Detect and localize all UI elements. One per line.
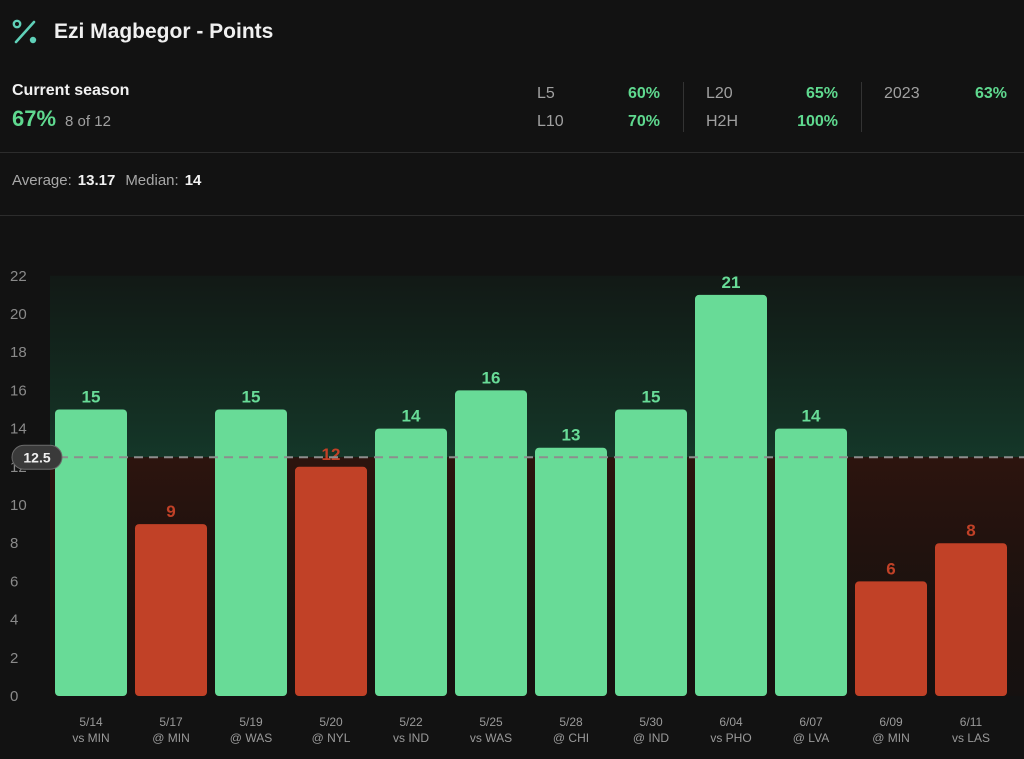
bar-5/22[interactable] bbox=[375, 428, 447, 696]
bar-5/28[interactable] bbox=[535, 447, 607, 696]
data-label: 13 bbox=[562, 426, 581, 445]
x-tick-opponent: @ IND bbox=[633, 731, 670, 745]
bar-5/25[interactable] bbox=[455, 390, 527, 696]
bar-6/07[interactable] bbox=[775, 428, 847, 696]
divider bbox=[0, 215, 1024, 216]
percent-icon bbox=[12, 19, 37, 44]
x-tick-date: 5/20 bbox=[319, 715, 343, 729]
data-label: 15 bbox=[242, 388, 261, 407]
season-count: 8 of 12 bbox=[65, 113, 111, 130]
y-tick-label: 16 bbox=[10, 382, 27, 399]
x-tick-date: 6/11 bbox=[960, 715, 983, 729]
over-zone bbox=[50, 275, 1024, 458]
x-tick-date: 6/04 bbox=[719, 715, 743, 729]
divider bbox=[0, 152, 1024, 153]
page-title: Ezi Magbegor - Points bbox=[54, 20, 274, 43]
y-tick-label: 6 bbox=[10, 573, 18, 590]
bar-6/04[interactable] bbox=[695, 294, 767, 696]
x-tick-date: 5/17 bbox=[159, 715, 183, 729]
x-tick-opponent: vs LAS bbox=[952, 731, 990, 745]
average-label: Average: bbox=[12, 172, 72, 189]
season-label: Current season bbox=[12, 82, 130, 99]
data-label: 15 bbox=[82, 388, 101, 407]
stat-value: 60% bbox=[627, 85, 660, 102]
median-label: Median: bbox=[125, 172, 179, 189]
data-label: 21 bbox=[722, 273, 741, 292]
x-tick-opponent: vs IND bbox=[393, 731, 429, 745]
data-label: 14 bbox=[402, 407, 421, 426]
data-label: 15 bbox=[642, 388, 661, 407]
x-tick-date: 5/25 bbox=[479, 715, 503, 729]
season-pct: 67% bbox=[12, 106, 57, 131]
header: Ezi Magbegor - Points bbox=[12, 14, 273, 50]
x-tick-date: 5/22 bbox=[399, 715, 423, 729]
stat-l10: L10 70% bbox=[537, 110, 660, 134]
x-tick-date: 5/19 bbox=[239, 715, 263, 729]
y-tick-label: 4 bbox=[10, 612, 18, 629]
threshold-label: 12.5 bbox=[23, 449, 50, 465]
bar-5/20[interactable] bbox=[295, 466, 367, 696]
y-tick-label: 10 bbox=[10, 497, 27, 514]
bar-6/09[interactable] bbox=[855, 581, 927, 696]
y-tick-label: 20 bbox=[10, 306, 27, 323]
stat-value: 63% bbox=[974, 85, 1007, 102]
stat-l20: L20 65% bbox=[706, 82, 838, 106]
bar-5/19[interactable] bbox=[215, 409, 287, 697]
x-tick-opponent: vs WAS bbox=[470, 731, 512, 745]
bar-5/30[interactable] bbox=[615, 409, 687, 697]
x-tick-opponent: @ WAS bbox=[230, 731, 272, 745]
stat-l5: L5 60% bbox=[537, 82, 660, 106]
x-tick-opponent: @ NYL bbox=[312, 731, 351, 745]
stat-value: 100% bbox=[797, 113, 838, 130]
x-tick-opponent: @ CHI bbox=[553, 731, 589, 745]
x-tick-opponent: @ LVA bbox=[793, 731, 829, 745]
x-tick-date: 5/14 bbox=[79, 715, 103, 729]
data-label: 12 bbox=[322, 445, 341, 464]
y-tick-label: 18 bbox=[10, 344, 27, 361]
threshold-badge[interactable] bbox=[11, 444, 63, 470]
bar-5/17[interactable] bbox=[135, 524, 207, 696]
bar-6/11[interactable] bbox=[935, 543, 1007, 696]
stats-divider bbox=[861, 82, 862, 132]
data-label: 16 bbox=[482, 368, 501, 387]
x-tick-opponent: @ MIN bbox=[872, 731, 910, 745]
x-tick-opponent: vs PHO bbox=[710, 731, 751, 745]
data-label: 8 bbox=[966, 521, 975, 540]
average-value: 13.17 bbox=[77, 172, 116, 189]
summary-stats: Average: 13.17 Median: 14 bbox=[12, 172, 211, 189]
data-label: 9 bbox=[166, 502, 175, 521]
stat-h2h: H2H 100% bbox=[706, 110, 838, 134]
data-label: 6 bbox=[886, 559, 895, 578]
x-tick-opponent: @ MIN bbox=[152, 731, 190, 745]
stat-value: 65% bbox=[805, 85, 838, 102]
stat-key: 2023 bbox=[884, 85, 920, 102]
x-tick-date: 5/28 bbox=[559, 715, 583, 729]
stat-key: L5 bbox=[537, 85, 555, 102]
stat-key: L20 bbox=[706, 85, 733, 102]
points-bar-chart: 0246810121416182022 15915121416131521146… bbox=[10, 268, 1024, 745]
stats-divider bbox=[683, 82, 684, 132]
data-label: 14 bbox=[802, 407, 821, 426]
y-tick-label: 8 bbox=[10, 535, 18, 552]
y-tick-label: 0 bbox=[10, 688, 18, 705]
bar-5/14[interactable] bbox=[55, 409, 127, 697]
x-tick-date: 5/30 bbox=[639, 715, 663, 729]
median-value: 14 bbox=[184, 172, 202, 189]
x-tick-date: 6/07 bbox=[799, 715, 823, 729]
stat-value: 70% bbox=[627, 113, 660, 130]
stat-key: L10 bbox=[537, 113, 564, 130]
y-tick-label: 14 bbox=[10, 421, 27, 438]
x-tick-date: 6/09 bbox=[879, 715, 903, 729]
y-tick-label: 2 bbox=[10, 650, 18, 667]
y-tick-label: 22 bbox=[10, 268, 27, 285]
stat-key: H2H bbox=[706, 113, 739, 130]
stat-2023: 2023 63% bbox=[884, 82, 1007, 106]
x-tick-opponent: vs MIN bbox=[72, 731, 109, 745]
current-season: Current season 67% 8 of 12 bbox=[12, 82, 129, 132]
